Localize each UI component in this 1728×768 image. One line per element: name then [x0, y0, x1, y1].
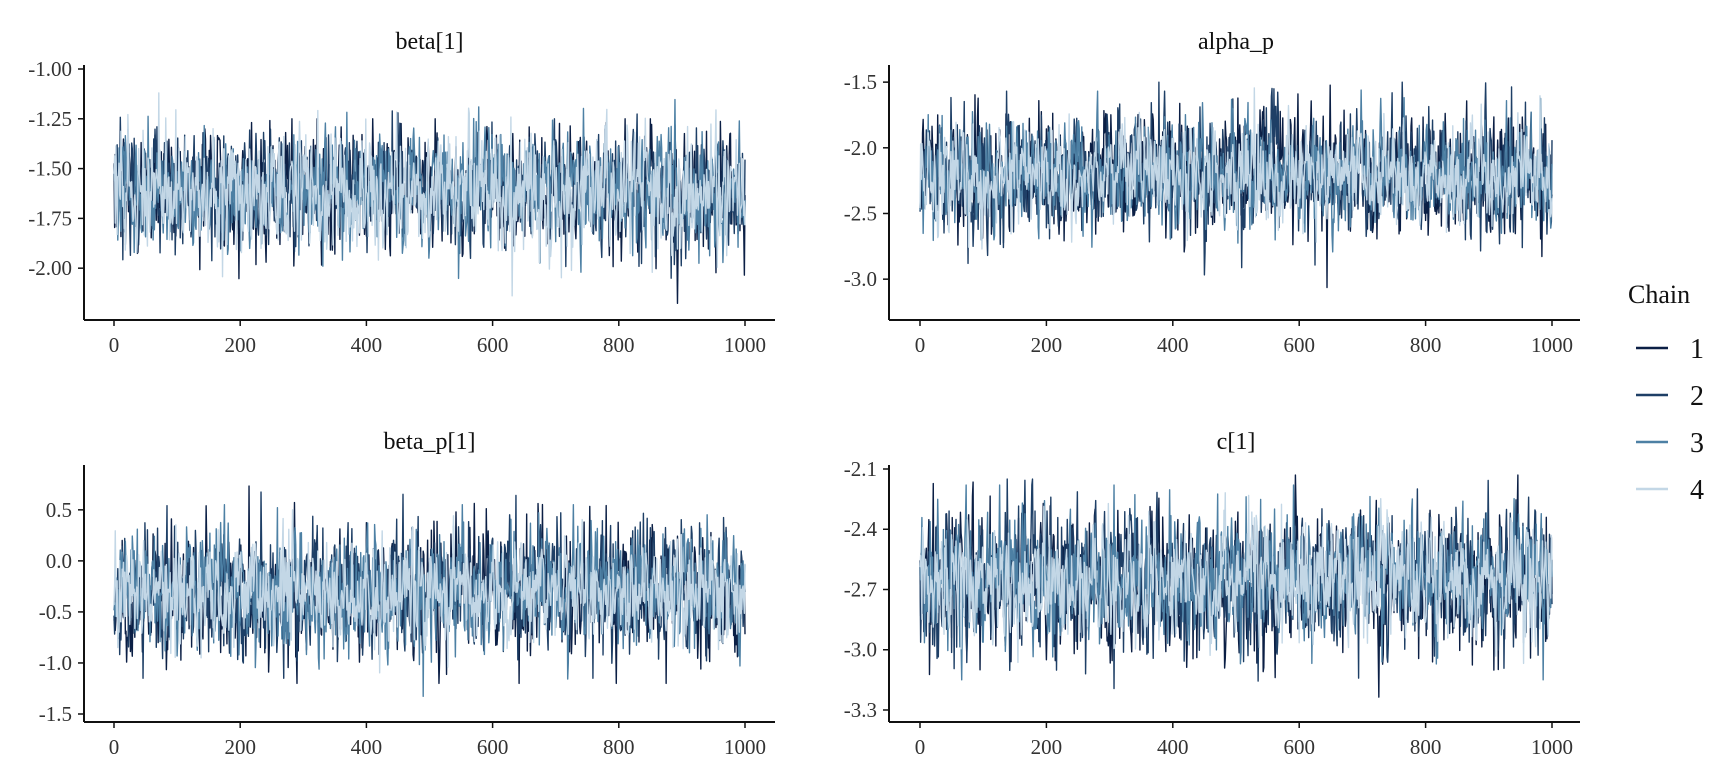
- panel-1: beta[1] -2.00 -1.75 -1.50 -1.25 -1.00 0 200 400 6…: [28, 29, 775, 357]
- x-tick-label: 400: [1157, 333, 1189, 357]
- y-tick-label: 0.5: [46, 498, 72, 522]
- panel-title: alpha_p: [1198, 29, 1274, 55]
- y-tick-label: -0.5: [39, 600, 72, 624]
- legend-label-chain-4: 4: [1690, 475, 1704, 506]
- y-tick-label: -2.4: [844, 517, 878, 541]
- chain-traces: [113, 485, 746, 698]
- y-tick-label: -3.0: [844, 638, 877, 662]
- x-tick-label: 400: [1157, 735, 1189, 759]
- panel-4: c[1] -3.3 -3.0 -2.7 -2.4 -2.1 0 200 400 600 800 100…: [844, 429, 1580, 759]
- legend-label-chain-3: 3: [1690, 428, 1704, 459]
- x-tick-label: 600: [1283, 333, 1315, 357]
- y-tick-label: 0.0: [46, 549, 72, 573]
- trace-chain-4: [919, 492, 1553, 665]
- x-tick-label: 1000: [1531, 735, 1573, 759]
- chain-traces: [919, 81, 1553, 289]
- panel-title: beta_p[1]: [384, 429, 476, 455]
- y-tick-label: -1.5: [39, 702, 72, 726]
- x-tick-label: 800: [603, 333, 635, 357]
- chain-traces: [113, 92, 746, 305]
- y-tick-label: -2.0: [844, 136, 877, 160]
- x-tick-label: 600: [477, 735, 509, 759]
- x-tick-label: 0: [109, 735, 120, 759]
- trace-chain-4: [113, 92, 746, 297]
- legend-title: Chain: [1628, 280, 1690, 309]
- x-tick-label: 1000: [724, 333, 766, 357]
- legend-label-chain-2: 2: [1690, 381, 1704, 412]
- x-tick-label: 200: [224, 333, 256, 357]
- chain-legend: Chain 1 2 3 4: [1628, 280, 1704, 506]
- x-tick-label: 800: [603, 735, 635, 759]
- y-tick-label: -3.3: [844, 698, 877, 722]
- y-tick-label: -2.5: [844, 201, 877, 225]
- chain-traces: [919, 474, 1553, 698]
- x-tick-label: 1000: [1531, 333, 1573, 357]
- y-tick-label: -1.00: [28, 57, 72, 81]
- trace-chain-4: [919, 87, 1553, 250]
- y-tick-label: -1.25: [28, 107, 72, 131]
- y-tick-label: -1.75: [28, 206, 72, 230]
- trace-chain-4: [113, 509, 746, 674]
- x-tick-label: 200: [224, 735, 256, 759]
- x-tick-label: 200: [1031, 333, 1063, 357]
- panel-2: alpha_p -3.0 -2.5 -2.0 -1.5 0 200 400 600 800 1000: [844, 29, 1580, 357]
- x-tick-label: 200: [1031, 735, 1063, 759]
- y-tick-label: -1.5: [844, 70, 877, 94]
- legend-label-chain-1: 1: [1690, 334, 1704, 365]
- y-tick-label: -1.0: [39, 651, 72, 675]
- x-tick-label: 800: [1410, 735, 1442, 759]
- y-tick-label: -3.0: [844, 267, 877, 291]
- x-tick-label: 0: [915, 735, 926, 759]
- x-tick-label: 600: [477, 333, 509, 357]
- x-tick-label: 800: [1410, 333, 1442, 357]
- x-tick-label: 1000: [724, 735, 766, 759]
- x-tick-label: 0: [915, 333, 926, 357]
- x-tick-label: 0: [109, 333, 120, 357]
- y-tick-label: -2.7: [844, 577, 877, 601]
- y-tick-label: -1.50: [28, 157, 72, 181]
- x-tick-label: 400: [351, 333, 383, 357]
- panel-title: beta[1]: [396, 29, 464, 55]
- y-tick-label: -2.00: [28, 256, 72, 280]
- panel-title: c[1]: [1217, 429, 1256, 455]
- panel-3: beta_p[1] -1.5 -1.0 -0.5 0.0 0.5 0 200 400 600 800…: [39, 429, 775, 759]
- x-tick-label: 600: [1283, 735, 1315, 759]
- x-tick-label: 400: [351, 735, 383, 759]
- y-tick-label: -2.1: [844, 457, 877, 481]
- trace-panels: beta[1]-2.00-1.75-1.50-1.25-1.000 200 400 6…: [28, 29, 1580, 759]
